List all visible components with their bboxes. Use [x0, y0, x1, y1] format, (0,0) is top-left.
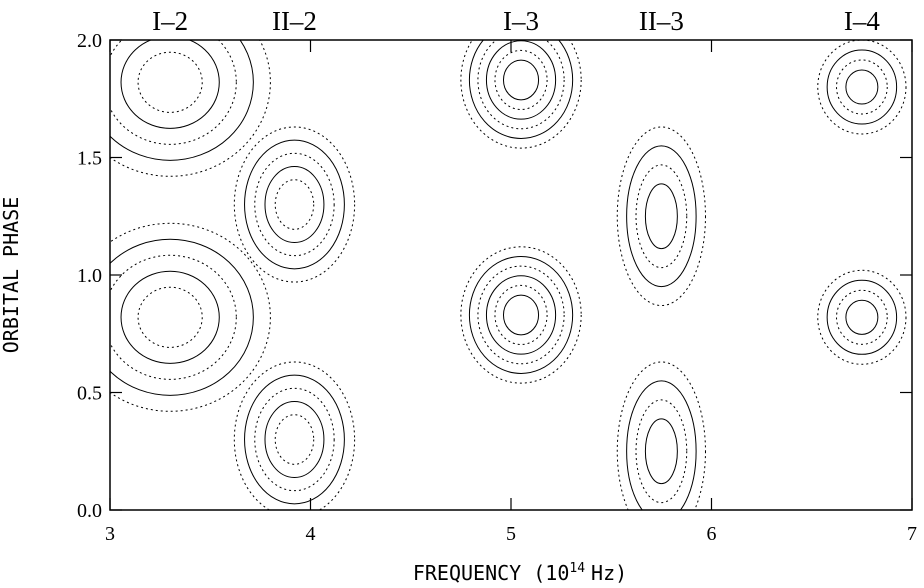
y-tick-label: 0.5 [77, 383, 102, 405]
contour-ring [494, 49, 548, 110]
contour-ring [264, 166, 325, 243]
contour-ring [110, 40, 271, 177]
contour-ring [254, 387, 335, 492]
y-tick-label: 0.0 [77, 500, 102, 522]
x-label-text: FREQUENCY (10 [413, 561, 570, 585]
contour-ring [468, 40, 574, 139]
x-tick-label: 6 [707, 523, 717, 545]
contour-ring [110, 40, 254, 161]
contour-ring [826, 49, 898, 125]
contour-ring [616, 126, 706, 307]
contour-ring [110, 222, 271, 412]
contour-ring [826, 279, 898, 355]
contour-ring [110, 254, 237, 380]
contour-ring [468, 255, 574, 374]
contour-ring [836, 289, 888, 345]
peak-label: I–3 [503, 6, 539, 36]
y-tick-label: 2.0 [77, 30, 102, 52]
contour-ring [502, 294, 540, 336]
contour-ring [120, 270, 220, 364]
contour-ring [244, 139, 345, 270]
y-tick-label: 1.5 [77, 148, 102, 170]
x-label-unit: Hz) [591, 561, 627, 585]
contour-ring [626, 380, 697, 510]
contour-ring [120, 40, 220, 129]
contour-ring [494, 284, 548, 345]
contour-ring [244, 374, 345, 505]
x-axis-label: FREQUENCY (1014 Hz) [413, 561, 627, 585]
x-tick-label: 7 [907, 523, 917, 545]
contour-ring [254, 152, 335, 257]
contour-ring [460, 40, 582, 149]
contour-ring [836, 59, 888, 115]
x-tick-label: 5 [506, 523, 516, 545]
contour-ring [626, 145, 697, 288]
y-axis-label: ORBITAL PHASE [0, 197, 23, 354]
contour-ring [233, 361, 356, 510]
plot-frame [109, 39, 913, 511]
peak-label: II–3 [639, 6, 684, 36]
x-tick-label: 4 [306, 523, 316, 545]
peak-label: II–2 [272, 6, 317, 36]
y-tick-label: 1.0 [77, 265, 102, 287]
peak-label: I–4 [844, 6, 880, 36]
contour-ring [274, 179, 315, 230]
contour-ring [616, 361, 706, 510]
contour-ring [644, 183, 678, 250]
contour-ring [110, 238, 254, 396]
contour-ring [845, 299, 879, 335]
contour-ring [233, 126, 356, 283]
contour-ring [137, 51, 203, 113]
x-label-exponent: 14 [569, 561, 585, 576]
contour-ring [635, 164, 688, 269]
contour-ring [460, 246, 582, 384]
contour-ring [477, 40, 565, 130]
contour-layer [110, 40, 907, 510]
contour-ring [477, 265, 565, 365]
contour-ring [635, 399, 688, 504]
contour-ring [485, 275, 557, 355]
contour-ring [502, 59, 540, 101]
contour-ring [110, 40, 237, 145]
contour-ring [644, 418, 678, 485]
contour-ring [264, 401, 325, 478]
contour-ring [274, 414, 315, 465]
contour-ring [485, 40, 557, 120]
contour-ring [845, 69, 879, 105]
peak-label: I–2 [152, 6, 188, 36]
x-tick-label: 3 [105, 523, 115, 545]
contour-ring [817, 40, 907, 135]
contour-ring [817, 269, 907, 365]
contour-ring [137, 286, 203, 348]
